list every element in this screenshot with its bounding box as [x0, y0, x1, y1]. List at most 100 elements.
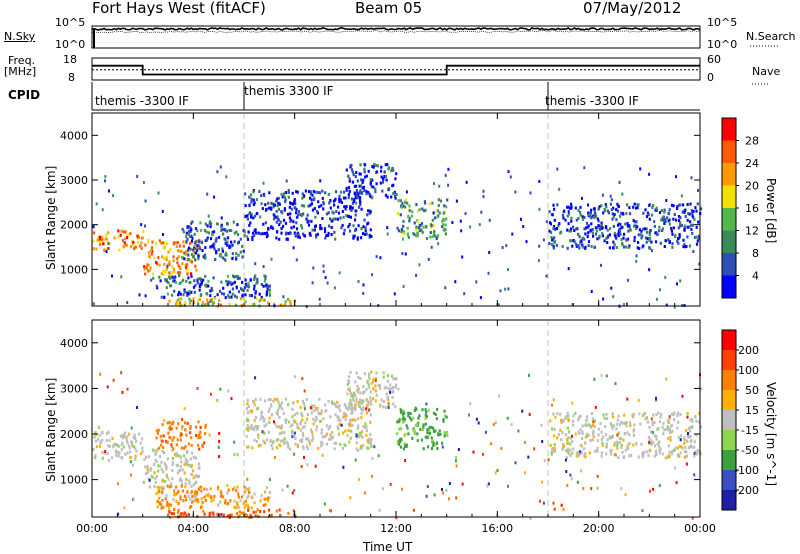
velocity-cell [350, 394, 353, 398]
power-cell [164, 270, 167, 273]
power-cell [201, 249, 204, 253]
velocity-cell [155, 475, 158, 478]
velocity-cell [562, 419, 565, 423]
velocity-cell [264, 399, 267, 403]
power-cell [98, 237, 101, 241]
power-cell [292, 202, 295, 206]
power-cell [194, 258, 197, 262]
velocity-cell [105, 432, 109, 435]
power-cell [265, 292, 268, 296]
velocity-cell [661, 452, 664, 456]
power-cell [361, 232, 365, 236]
velocity-cell [294, 431, 296, 435]
velocity-cell [552, 398, 555, 402]
power-cell [347, 214, 350, 218]
velocity-cell [101, 450, 104, 454]
velocity-cell [236, 453, 239, 457]
power-cell [690, 176, 693, 180]
velocity-cell [391, 395, 394, 399]
power-cell [394, 177, 397, 181]
velocity-cell [673, 418, 676, 422]
velocity-cell [164, 439, 168, 443]
power-cell [602, 297, 605, 301]
velocity-cell [92, 447, 95, 451]
velocity-cell [579, 414, 582, 418]
power-cell [648, 204, 651, 207]
velocity-cell [425, 402, 428, 406]
power-cell [603, 209, 606, 213]
power-cell [186, 225, 189, 229]
power-cell [637, 203, 640, 207]
power-cell [126, 234, 129, 237]
power-cell [238, 276, 241, 280]
velocity-cell [166, 484, 169, 488]
power-cell [430, 245, 433, 249]
velocity-cell [291, 435, 294, 439]
velocity-cell [667, 454, 670, 458]
velocity-cell [171, 461, 174, 464]
velocity-cell [112, 378, 115, 382]
power-cell [650, 213, 654, 217]
velocity-cell [247, 506, 250, 509]
power-colorbar-label: 12 [745, 225, 759, 238]
power-cell [402, 224, 405, 228]
power-cell [573, 229, 576, 232]
power-cell [150, 278, 153, 282]
power-cell [184, 263, 187, 267]
velocity-cell [700, 387, 702, 391]
velocity-cell [418, 414, 421, 418]
velocity-cell [454, 459, 457, 463]
power-cell [395, 193, 398, 196]
power-cell [126, 236, 129, 240]
station-title: Fort Hays West (fitACF) [92, 0, 266, 17]
velocity-cell [413, 408, 416, 412]
velocity-cell [370, 399, 373, 403]
power-cell [570, 202, 573, 206]
velocity-cell [360, 430, 363, 434]
velocity-cell [171, 448, 174, 452]
velocity-cell [168, 485, 171, 489]
power-cell [247, 230, 250, 234]
power-cell [697, 220, 700, 224]
velocity-cell [178, 469, 181, 473]
power-cell [416, 209, 420, 213]
power-cell [575, 242, 578, 246]
velocity-cell [210, 495, 213, 499]
velocity-cell [649, 438, 652, 442]
velocity-cell [561, 431, 564, 435]
power-cell [262, 265, 265, 268]
power-cell [646, 237, 649, 241]
power-cell [212, 230, 216, 234]
power-cell [244, 293, 247, 297]
power-cell [593, 215, 596, 219]
velocity-cell [388, 387, 391, 391]
power-cell [443, 218, 446, 222]
velocity-cell [218, 432, 221, 435]
velocity-colorbar-label: -100 [734, 464, 759, 477]
power-cell [288, 299, 292, 303]
velocity-cell [101, 456, 104, 460]
power-cell [567, 222, 570, 226]
power-cell [268, 290, 271, 294]
power-cell [653, 224, 656, 228]
power-cell [488, 251, 491, 254]
velocity-cell [521, 409, 524, 413]
velocity-cell [101, 438, 104, 442]
power-cell [260, 194, 263, 198]
velocity-cell [185, 477, 188, 481]
power-cell [322, 264, 325, 268]
velocity-cell [356, 434, 359, 438]
velocity-cell [158, 446, 161, 450]
power-cell [635, 220, 638, 224]
power-cell [250, 214, 253, 218]
velocity-cell [415, 422, 419, 426]
power-cell [402, 232, 405, 236]
power-cell [601, 193, 604, 197]
velocity-cell [106, 452, 109, 455]
velocity-cell [219, 494, 223, 498]
power-cell [645, 215, 649, 218]
velocity-cell [649, 448, 652, 452]
power-cell [233, 231, 236, 235]
power-cell [620, 237, 623, 241]
velocity-cell [506, 416, 509, 420]
